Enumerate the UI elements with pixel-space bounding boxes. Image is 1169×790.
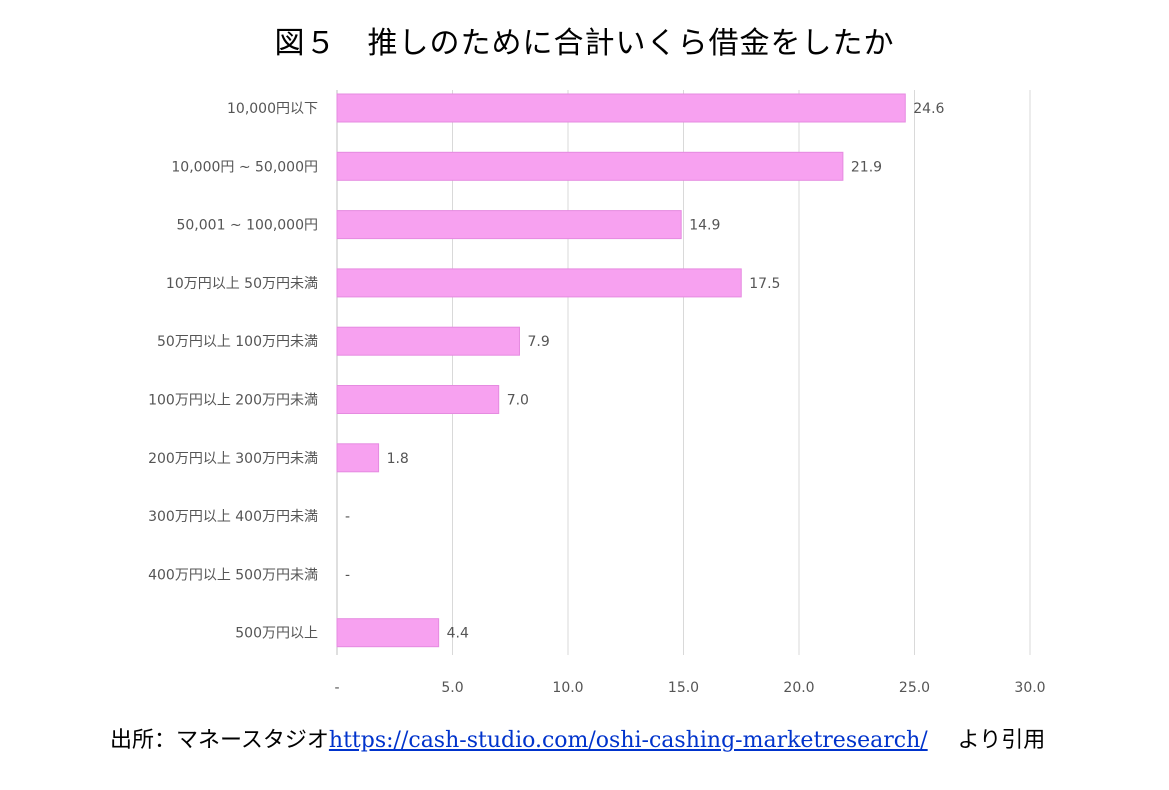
x-tick-label: 15.0 (668, 680, 699, 696)
category-label: 10,000円以下 (227, 101, 318, 117)
bar (336, 151, 844, 181)
x-tick-label: 5.0 (441, 680, 463, 696)
category-label: 10,000円 ~ 50,000円 (171, 159, 318, 175)
bar (336, 618, 440, 648)
bar (336, 268, 742, 298)
category-label: 50,001 ~ 100,000円 (176, 218, 318, 234)
category-label: 50万円以上 100万円未満 (157, 334, 318, 350)
data-label: 21.9 (851, 159, 882, 175)
category-label: 200万円以上 300万円未満 (148, 451, 318, 467)
source-suffix: より引用 (957, 728, 1046, 753)
bar (336, 385, 500, 414)
source-prefix: 出所：マネースタジオ (110, 728, 329, 753)
data-label: 4.4 (447, 626, 469, 642)
source-citation: 出所：マネースタジオhttps://cash-studio.com/oshi-c… (110, 722, 1045, 754)
chart-title: 図５ 推しのために合計いくら借金をしたか (274, 26, 895, 61)
data-label: 14.9 (689, 218, 720, 234)
bar (336, 326, 520, 356)
category-label: 100万円以上 200万円未満 (148, 393, 318, 409)
category-label: 300万円以上 400万円未満 (148, 509, 318, 525)
data-label: 7.9 (527, 334, 549, 350)
x-tick-label: 25.0 (899, 680, 930, 696)
bar (336, 443, 380, 473)
data-label: 1.8 (387, 451, 409, 467)
data-label: 7.0 (507, 393, 529, 409)
data-label: 24.6 (913, 101, 944, 117)
bar (336, 210, 682, 240)
source-link[interactable]: https://cash-studio.com/oshi-cashing-mar… (328, 728, 928, 753)
x-tick-label: 10.0 (552, 680, 583, 696)
data-label: - (345, 567, 350, 583)
data-label: - (345, 509, 350, 525)
category-label: 500万円以上 (235, 626, 318, 642)
category-label: 10万円以上 50万円未満 (166, 276, 318, 292)
category-label: 400万円以上 500万円未満 (148, 567, 318, 583)
data-label: 17.5 (749, 276, 780, 292)
bar (336, 93, 906, 123)
x-tick-label: 20.0 (783, 680, 814, 696)
x-tick-label: - (334, 680, 339, 696)
x-tick-label: 30.0 (1014, 680, 1045, 696)
